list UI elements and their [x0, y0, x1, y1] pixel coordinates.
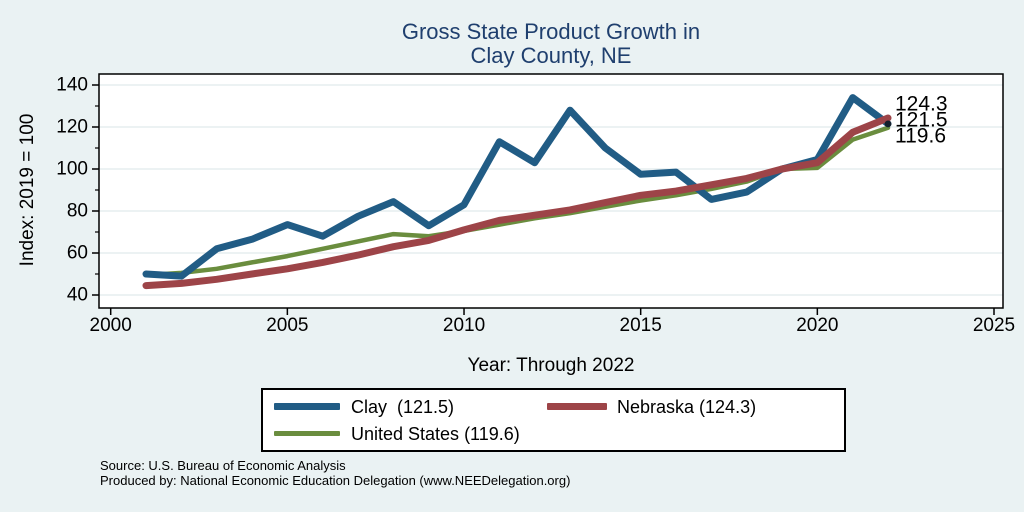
- x-tick-label-2010: 2010: [443, 315, 485, 336]
- end-label-clay: 121.5: [895, 108, 948, 131]
- chart-title: Gross State Product Growth in Clay Count…: [99, 20, 1003, 68]
- x-tick-label-2000: 2000: [90, 315, 132, 336]
- chart-title-line2: Clay County, NE: [470, 43, 632, 68]
- end-label-nebraska: 124.3: [895, 92, 948, 115]
- legend-label-united-states: United States (119.6): [351, 424, 520, 444]
- legend-swatch-nebraska: [547, 403, 607, 410]
- x-tick-label-2015: 2015: [620, 315, 662, 336]
- legend-box: Clay (121.5) Nebraska (124.3) United Sta…: [261, 388, 846, 452]
- end-label-united-states: 119.6: [895, 124, 946, 147]
- x-tick-label-2005: 2005: [266, 315, 308, 336]
- footer-source: Source: U.S. Bureau of Economic Analysis: [100, 458, 346, 473]
- legend-swatch-clay: [274, 403, 340, 410]
- end-marker-clay: [884, 120, 892, 128]
- footer-produced-by: Produced by: National Economic Education…: [100, 473, 571, 488]
- chart-title-line1: Gross State Product Growth in: [401, 19, 701, 44]
- y-tick-label-140: 140: [56, 75, 88, 96]
- footer-notes: Source: U.S. Bureau of Economic Analysis…: [100, 458, 570, 488]
- y-tick-label-100: 100: [56, 159, 88, 180]
- y-tick-label-120: 120: [56, 117, 88, 138]
- series-line-clay: [142, 94, 892, 280]
- legend-label-nebraska: Nebraska (124.3): [617, 397, 757, 417]
- y-tick-label-40: 40: [67, 285, 88, 306]
- y-tick-label-80: 80: [67, 201, 88, 222]
- legend-label-clay: Clay (121.5): [351, 397, 455, 417]
- plot-area: [99, 74, 1003, 308]
- x-tick-label-2025: 2025: [973, 315, 1015, 336]
- series-line-nebraska: [142, 114, 892, 290]
- x-axis-title: Year: Through 2022: [467, 355, 635, 376]
- x-tick-label-2020: 2020: [796, 315, 838, 336]
- y-tick-label-60: 60: [67, 243, 88, 264]
- plot-border: [98, 73, 1004, 309]
- legend-swatch-united-states: [274, 431, 340, 436]
